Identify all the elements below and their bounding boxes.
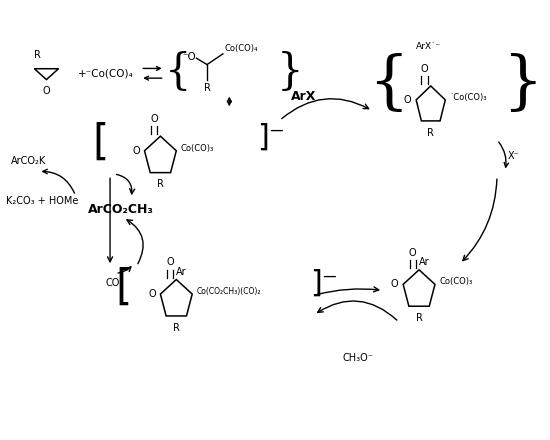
Text: Co(CO)₃: Co(CO)₃ (439, 278, 472, 286)
Text: {: { (164, 51, 191, 93)
Text: O: O (404, 95, 411, 105)
Text: Co(CO)₄: Co(CO)₄ (224, 44, 257, 54)
Text: ˙Co(CO)₃: ˙Co(CO)₃ (449, 93, 487, 102)
Text: ]⁻: ]⁻ (257, 123, 285, 152)
Text: O: O (421, 64, 428, 74)
Text: O: O (132, 146, 140, 156)
Text: O: O (148, 289, 156, 299)
Text: CO: CO (106, 278, 120, 288)
Text: O: O (150, 114, 158, 124)
Text: Co(CO)₃: Co(CO)₃ (180, 144, 214, 153)
Text: R: R (416, 313, 422, 323)
Text: [: [ (115, 267, 131, 309)
Text: O: O (43, 86, 50, 96)
Text: ArCO₂K: ArCO₂K (11, 156, 46, 166)
Text: {: { (368, 53, 409, 114)
Text: R: R (204, 83, 211, 93)
Text: O: O (166, 257, 174, 268)
Text: ArCO₂CH₃: ArCO₂CH₃ (87, 203, 153, 216)
Text: R: R (157, 180, 164, 190)
Text: Co(CO₂CH₃)(CO)₂: Co(CO₂CH₃)(CO)₂ (196, 287, 261, 296)
Text: ]⁻: ]⁻ (310, 269, 338, 297)
Text: R: R (34, 50, 41, 60)
Text: }: } (277, 51, 304, 93)
Text: }: } (502, 53, 543, 114)
Text: ArX˙⁻: ArX˙⁻ (415, 42, 441, 51)
Text: ⁻O: ⁻O (183, 52, 196, 62)
Text: O: O (409, 248, 416, 258)
Text: K₂CO₃ + HOMe: K₂CO₃ + HOMe (6, 195, 78, 205)
Text: X⁻: X⁻ (508, 151, 519, 161)
Text: Ar: Ar (177, 267, 187, 277)
Text: O: O (390, 279, 398, 290)
Text: R: R (173, 323, 180, 333)
Text: [: [ (92, 121, 108, 163)
Text: CH₃O⁻: CH₃O⁻ (342, 353, 373, 363)
Text: ArX: ArX (291, 90, 316, 103)
Text: Ar: Ar (419, 257, 430, 267)
Text: R: R (427, 128, 434, 138)
Text: +⁻Co(CO)₄: +⁻Co(CO)₄ (78, 68, 134, 78)
